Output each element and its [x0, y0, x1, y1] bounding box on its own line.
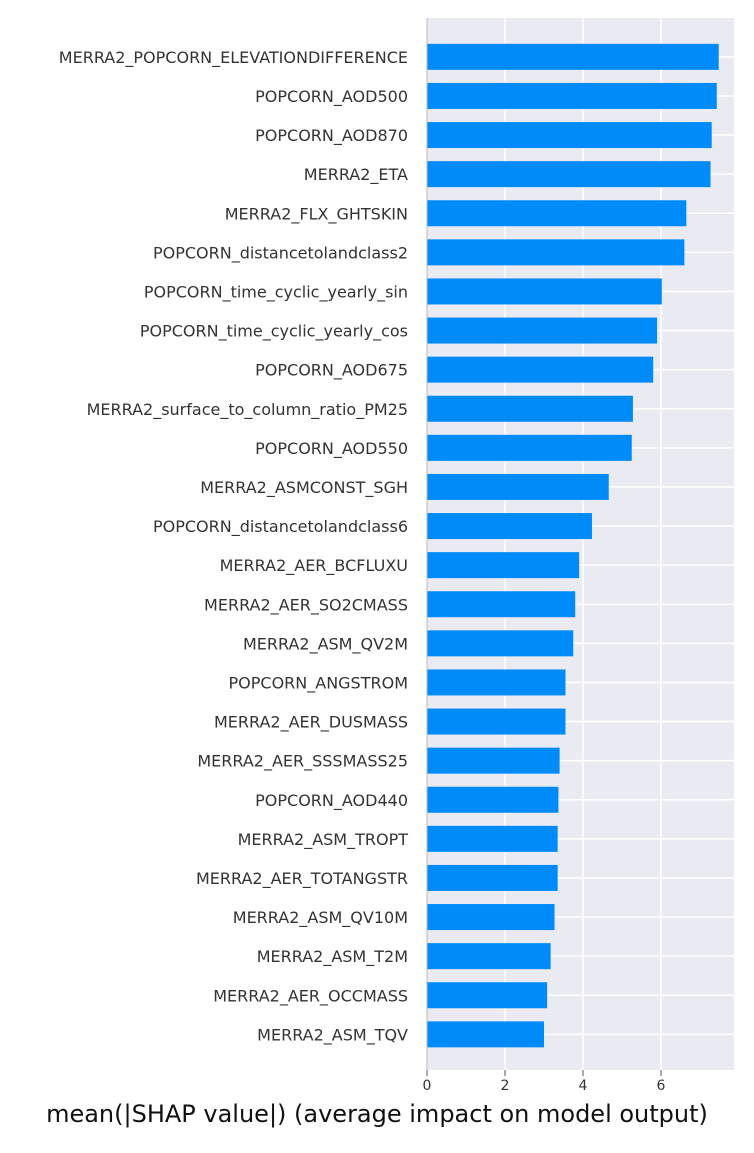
bar: [427, 395, 633, 422]
y-tick-label: MERRA2_ASM_T2M: [257, 947, 408, 967]
bar: [427, 943, 551, 970]
y-tick-label: MERRA2_ASM_TQV: [257, 1025, 408, 1045]
y-tick-label: MERRA2_AER_BCFLUXU: [220, 556, 408, 576]
y-tick-label: POPCORN_distancetolandclass6: [153, 517, 408, 537]
y-tick-label: POPCORN_ANGSTROM: [229, 673, 409, 693]
bar: [427, 239, 685, 266]
y-tick-label: MERRA2_AER_OCCMASS: [213, 986, 408, 1006]
bar: [427, 1021, 544, 1048]
y-tick-label: POPCORN_time_cyclic_yearly_cos: [140, 322, 408, 342]
y-tick-label: MERRA2_AER_TOTANGSTR: [196, 869, 408, 889]
y-tick-label: POPCORN_AOD870: [255, 126, 408, 146]
x-tick-labels: 0 2 4 6: [423, 1070, 666, 1094]
bar: [427, 473, 609, 500]
y-tick-label: MERRA2_ASM_QV10M: [233, 908, 408, 928]
bar: [427, 825, 558, 852]
x-tick-label: 2: [501, 1078, 510, 1094]
y-tick-label: POPCORN_time_cyclic_yearly_sin: [144, 282, 408, 302]
y-tick-label: MERRA2_POPCORN_ELEVATIONDIFFERENCE: [59, 48, 408, 68]
y-tick-label: POPCORN_AOD440: [255, 791, 408, 811]
y-tick-label: POPCORN_AOD550: [255, 439, 408, 459]
bar: [427, 200, 687, 227]
y-tick-labels: MERRA2_POPCORN_ELEVATIONDIFFERENCE POPCOR…: [59, 48, 409, 1045]
bar: [427, 904, 555, 931]
bar: [427, 43, 719, 70]
y-tick-label: MERRA2_surface_to_column_ratio_PM25: [87, 400, 408, 420]
plot-background: [427, 18, 734, 1070]
y-tick-label: MERRA2_ASM_QV2M: [243, 634, 408, 654]
bar: [427, 161, 711, 188]
y-tick-label: MERRA2_AER_SSSMASS25: [197, 752, 408, 772]
x-axis-label: mean(|SHAP value|) (average impact on mo…: [46, 1100, 708, 1128]
bar: [427, 278, 662, 305]
x-tick-label: 0: [423, 1078, 432, 1094]
x-tick-label: 6: [657, 1078, 666, 1094]
bar: [427, 747, 560, 774]
bar: [427, 122, 712, 149]
bar: [427, 82, 717, 109]
bar: [427, 591, 576, 618]
bar: [427, 513, 592, 540]
bar: [427, 708, 566, 735]
y-tick-label: MERRA2_ASM_TROPT: [238, 830, 409, 850]
bars-group: [427, 43, 719, 1048]
y-tick-label: POPCORN_distancetolandclass2: [153, 243, 408, 263]
y-tick-label: MERRA2_FLX_GHTSKIN: [225, 204, 408, 224]
bar: [427, 864, 558, 891]
bar: [427, 434, 632, 461]
y-tick-label: MERRA2_AER_DUSMASS: [214, 713, 408, 733]
x-tick-label: 4: [579, 1078, 588, 1094]
bar: [427, 356, 654, 383]
y-tick-label: POPCORN_AOD675: [255, 361, 408, 381]
bar: [427, 630, 574, 657]
bar: [427, 786, 559, 813]
y-tick-label: MERRA2_ETA: [304, 165, 408, 185]
y-tick-label: MERRA2_AER_SO2CMASS: [204, 595, 408, 615]
bar: [427, 982, 548, 1009]
bar: [427, 669, 566, 696]
y-tick-label: POPCORN_AOD500: [255, 87, 408, 107]
bar: [427, 317, 658, 344]
bar: [427, 552, 580, 579]
y-tick-label: MERRA2_ASMCONST_SGH: [200, 478, 408, 498]
